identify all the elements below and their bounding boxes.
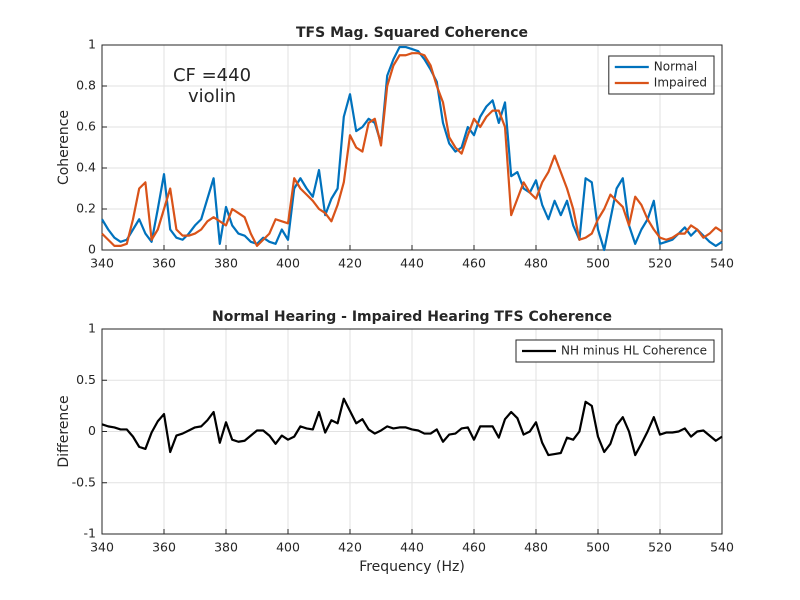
x-tick-label: 540 xyxy=(710,256,734,271)
x-tick-label: 380 xyxy=(214,540,238,555)
legend: Normal Impaired xyxy=(608,55,715,95)
x-tick-label: 360 xyxy=(152,540,176,555)
y-tick-label: 0 xyxy=(88,423,96,438)
y-tick-label: 1 xyxy=(88,321,96,336)
x-tick-label: 460 xyxy=(462,540,486,555)
data-line xyxy=(101,397,723,457)
x-tick-label: 380 xyxy=(214,256,238,271)
x-tick-label: 360 xyxy=(152,256,176,271)
axes-frame xyxy=(101,44,723,251)
annotation: CF =440 xyxy=(173,65,251,86)
x-tick-label: 440 xyxy=(400,256,424,271)
y-tick-label: 0.4 xyxy=(76,160,96,175)
chart-title: TFS Mag. Squared Coherence xyxy=(296,25,528,41)
x-tick-label: 340 xyxy=(90,540,114,555)
x-tick-label: 500 xyxy=(586,256,610,271)
y-tick-label: 0 xyxy=(88,242,96,257)
legend-label: NH minus HL Coherence xyxy=(561,344,707,358)
y-axis-label: Coherence xyxy=(56,110,72,185)
y-axis-label: Difference xyxy=(56,395,72,467)
data-line xyxy=(101,45,723,252)
x-tick-label: 400 xyxy=(276,540,300,555)
x-tick-label: 440 xyxy=(400,540,424,555)
y-tick-label: -1 xyxy=(84,526,96,541)
x-tick-label: 420 xyxy=(338,540,362,555)
x-tick-label: 340 xyxy=(90,256,114,271)
legend-label: Impaired xyxy=(654,76,707,90)
legend: NH minus HL Coherence xyxy=(515,339,715,363)
y-tick-label: 0.5 xyxy=(76,372,96,387)
y-tick-label: 1 xyxy=(88,37,96,52)
x-tick-label: 400 xyxy=(276,256,300,271)
x-tick-label: 460 xyxy=(462,256,486,271)
chart-title: Normal Hearing - Impaired Hearing TFS Co… xyxy=(212,309,612,325)
x-axis-label: Frequency (Hz) xyxy=(359,559,465,575)
y-tick-label: -0.5 xyxy=(72,474,96,489)
x-tick-label: 420 xyxy=(338,256,362,271)
legend-box xyxy=(515,339,715,363)
legend-label: Normal xyxy=(654,60,697,74)
x-tick-label: 480 xyxy=(524,540,548,555)
legend-box xyxy=(608,55,715,95)
data-line xyxy=(101,52,723,247)
y-tick-label: 0.6 xyxy=(76,119,96,134)
x-tick-label: 540 xyxy=(710,540,734,555)
annotation: violin xyxy=(188,86,236,107)
x-tick-label: 480 xyxy=(524,256,548,271)
x-tick-label: 500 xyxy=(586,540,610,555)
y-tick-label: 0.8 xyxy=(76,78,96,93)
x-tick-label: 520 xyxy=(648,540,672,555)
axes-frame xyxy=(101,328,723,535)
x-tick-label: 520 xyxy=(648,256,672,271)
y-tick-label: 0.2 xyxy=(76,201,96,216)
